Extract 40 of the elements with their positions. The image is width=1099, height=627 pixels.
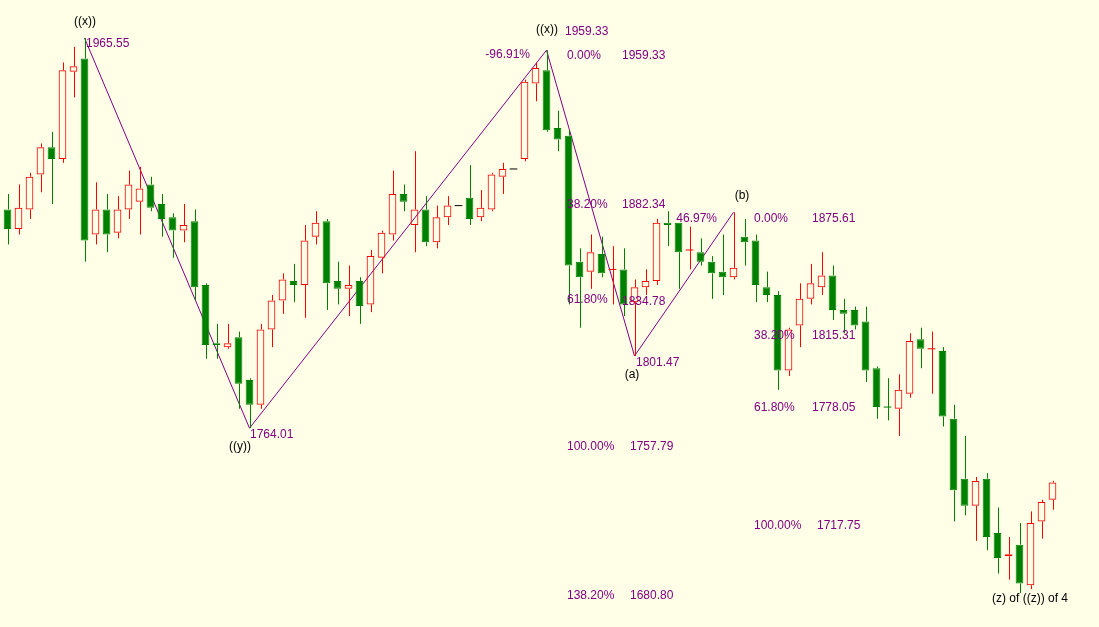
text: ((x)) [536, 22, 558, 37]
annotation: 46.97% [676, 211, 718, 226]
annotation: 1815.31 [812, 328, 856, 343]
annotation: 1875.61 [812, 211, 856, 226]
annotation: 1959.33 [565, 24, 609, 39]
annotation: 1764.01 [250, 427, 294, 442]
annotation: 1680.80 [630, 588, 674, 603]
candlestick [47, 131, 56, 205]
annotation: 1717.75 [817, 518, 861, 533]
annotation: ((y)) [229, 439, 251, 454]
annotation: 0.00% [754, 211, 789, 226]
annotation: 0.00% [567, 48, 602, 63]
candlestick [762, 271, 771, 303]
annotation: 1801.47 [636, 355, 680, 370]
annotation: -96.91% [485, 47, 531, 62]
annotation: 138.20% [567, 588, 615, 603]
annotation: 100.00% [567, 439, 615, 454]
candlestick [608, 245, 617, 305]
annotation: (b) [734, 188, 750, 203]
candlestick [399, 184, 408, 212]
candlestick [3, 193, 12, 245]
annotation: 1965.55 [86, 36, 130, 51]
annotation: (a) [624, 367, 640, 382]
candlestick [685, 226, 694, 270]
annotation: (z) of ((z)) of 4 [991, 591, 1069, 606]
annotation: 1959.33 [622, 48, 666, 63]
candlestick [696, 237, 705, 267]
candlestick [168, 212, 177, 259]
candlestick [927, 331, 936, 395]
candlestick [333, 261, 342, 305]
text: ((x)) [74, 14, 96, 29]
annotation: 1778.05 [812, 400, 856, 415]
candlestick [883, 377, 892, 421]
annotation: 100.00% [754, 518, 802, 533]
candlestick [916, 327, 925, 369]
candlestick [553, 110, 562, 152]
annotation: 61.80% [754, 400, 796, 415]
candlestick [289, 263, 298, 303]
annotation: 1757.79 [630, 439, 674, 454]
annotation: 1882.34 [622, 197, 666, 212]
